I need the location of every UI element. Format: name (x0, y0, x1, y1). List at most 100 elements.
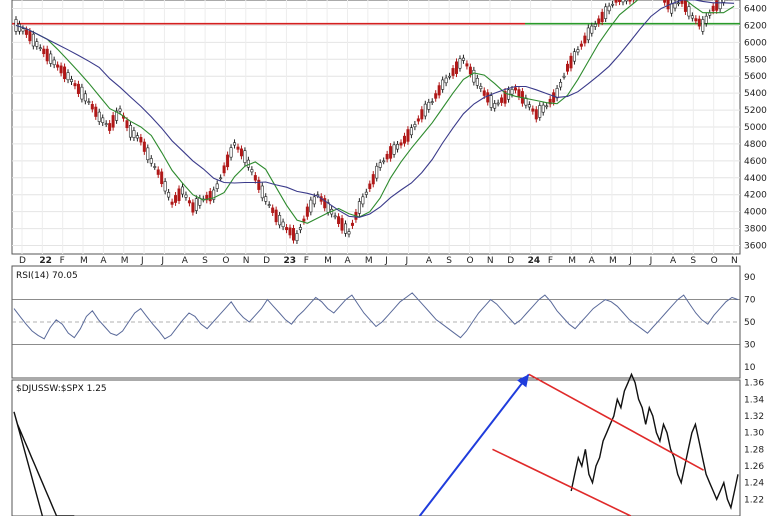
candle-body (112, 115, 114, 127)
rsi-tick-label: 10 (744, 363, 756, 373)
price-tick-label: 4000 (744, 208, 767, 218)
candle-body (81, 87, 83, 99)
candle-body (462, 58, 464, 60)
candle-body (598, 19, 600, 24)
date-tick-label: D (19, 256, 26, 266)
candle-body (466, 64, 468, 66)
date-tick-label: M (80, 256, 88, 266)
candle-body (629, 0, 631, 1)
candle-body (476, 78, 478, 85)
candle-body (431, 102, 433, 103)
date-tick-label: M (568, 256, 576, 266)
candle-body (36, 42, 38, 47)
ratio-tick-label: 1.30 (744, 429, 764, 439)
candle-body (556, 88, 558, 97)
date-tick-label: M (121, 256, 129, 266)
candle-body (53, 60, 55, 65)
candle-body (244, 151, 246, 163)
candle-body (403, 136, 405, 143)
date-tick-label: N (731, 256, 738, 266)
candle-body (563, 76, 565, 77)
candle-body (219, 178, 221, 179)
candle-body (306, 207, 308, 216)
candle-body (372, 174, 374, 183)
candle-body (39, 48, 41, 49)
candle-body (334, 216, 336, 217)
candle-body (160, 172, 162, 184)
candle-body (435, 94, 437, 99)
candle-body (84, 94, 86, 101)
candle-body (150, 158, 152, 163)
candle-body (337, 217, 339, 224)
candle-body (140, 137, 142, 142)
date-tick-label: A (426, 256, 433, 266)
candle-body (709, 13, 711, 15)
date-tick-label: D (263, 256, 270, 266)
candle-body (587, 28, 589, 40)
candle-body (448, 76, 450, 77)
candle-body (452, 68, 454, 75)
candle-body (223, 166, 225, 173)
rsi-tick-label: 90 (744, 273, 756, 283)
date-tick-label: J (405, 256, 409, 266)
price-tick-label: 3600 (744, 242, 767, 252)
candle-body (722, 0, 724, 2)
candle-body (712, 6, 714, 11)
candle-body (532, 109, 534, 111)
candle-body (584, 36, 586, 43)
candle-body (684, 0, 686, 12)
price-y-axis: 3600 3800 4000 4200 4400 4600 4800 5000 5200 5400… (744, 4, 767, 251)
candle-body (199, 198, 201, 205)
candle-body (167, 192, 169, 197)
candle-body (143, 142, 145, 151)
candle-body (459, 59, 461, 68)
candle-body (95, 107, 97, 116)
date-tick-label: 23 (283, 256, 296, 266)
candle-body (559, 82, 561, 87)
candle-body (674, 3, 676, 8)
candle-body (480, 86, 482, 88)
candle-body (698, 19, 700, 26)
candle-body (188, 201, 190, 203)
price-tick-label: 3800 (744, 225, 767, 235)
rsi-tick-label: 30 (744, 340, 756, 350)
price-tick-label: 4200 (744, 191, 767, 201)
date-tick-label: D (507, 256, 514, 266)
candle-body (358, 202, 360, 214)
candle-body (382, 161, 384, 162)
candle-body (677, 3, 679, 4)
candle-body (147, 148, 149, 160)
candle-body (611, 4, 613, 5)
candle-body (230, 148, 232, 157)
candle-body (22, 29, 24, 31)
candle-body (580, 44, 582, 46)
candle-body (445, 78, 447, 83)
candle-body (157, 170, 159, 175)
ratio-tick-label: 1.22 (744, 495, 764, 505)
price-tick-label: 4600 (744, 157, 767, 167)
candle-body (483, 91, 485, 96)
candle-body (604, 7, 606, 19)
date-tick-label: N (487, 256, 494, 266)
candle-body (691, 16, 693, 18)
price-tick-label: 4400 (744, 174, 767, 184)
candle-body (594, 24, 596, 26)
candle-body (292, 228, 294, 240)
candle-body (695, 19, 697, 21)
rsi-tick-label: 70 (744, 296, 756, 306)
date-tick-label: J (140, 256, 144, 266)
ratio-tick-label: 1.36 (744, 379, 764, 389)
candle-body (303, 219, 305, 221)
candle-body (133, 130, 135, 137)
candle-body (490, 96, 492, 108)
candle-body (29, 31, 31, 40)
candle-body (376, 166, 378, 178)
candle-body (178, 189, 180, 201)
price-tick-label: 5000 (744, 123, 767, 133)
ratio-tick-label: 1.34 (744, 395, 764, 405)
candle-body (88, 102, 90, 103)
date-tick-label: J (384, 256, 388, 266)
candle-body (237, 147, 239, 149)
candle-body (233, 143, 235, 145)
candle-body (278, 215, 280, 224)
